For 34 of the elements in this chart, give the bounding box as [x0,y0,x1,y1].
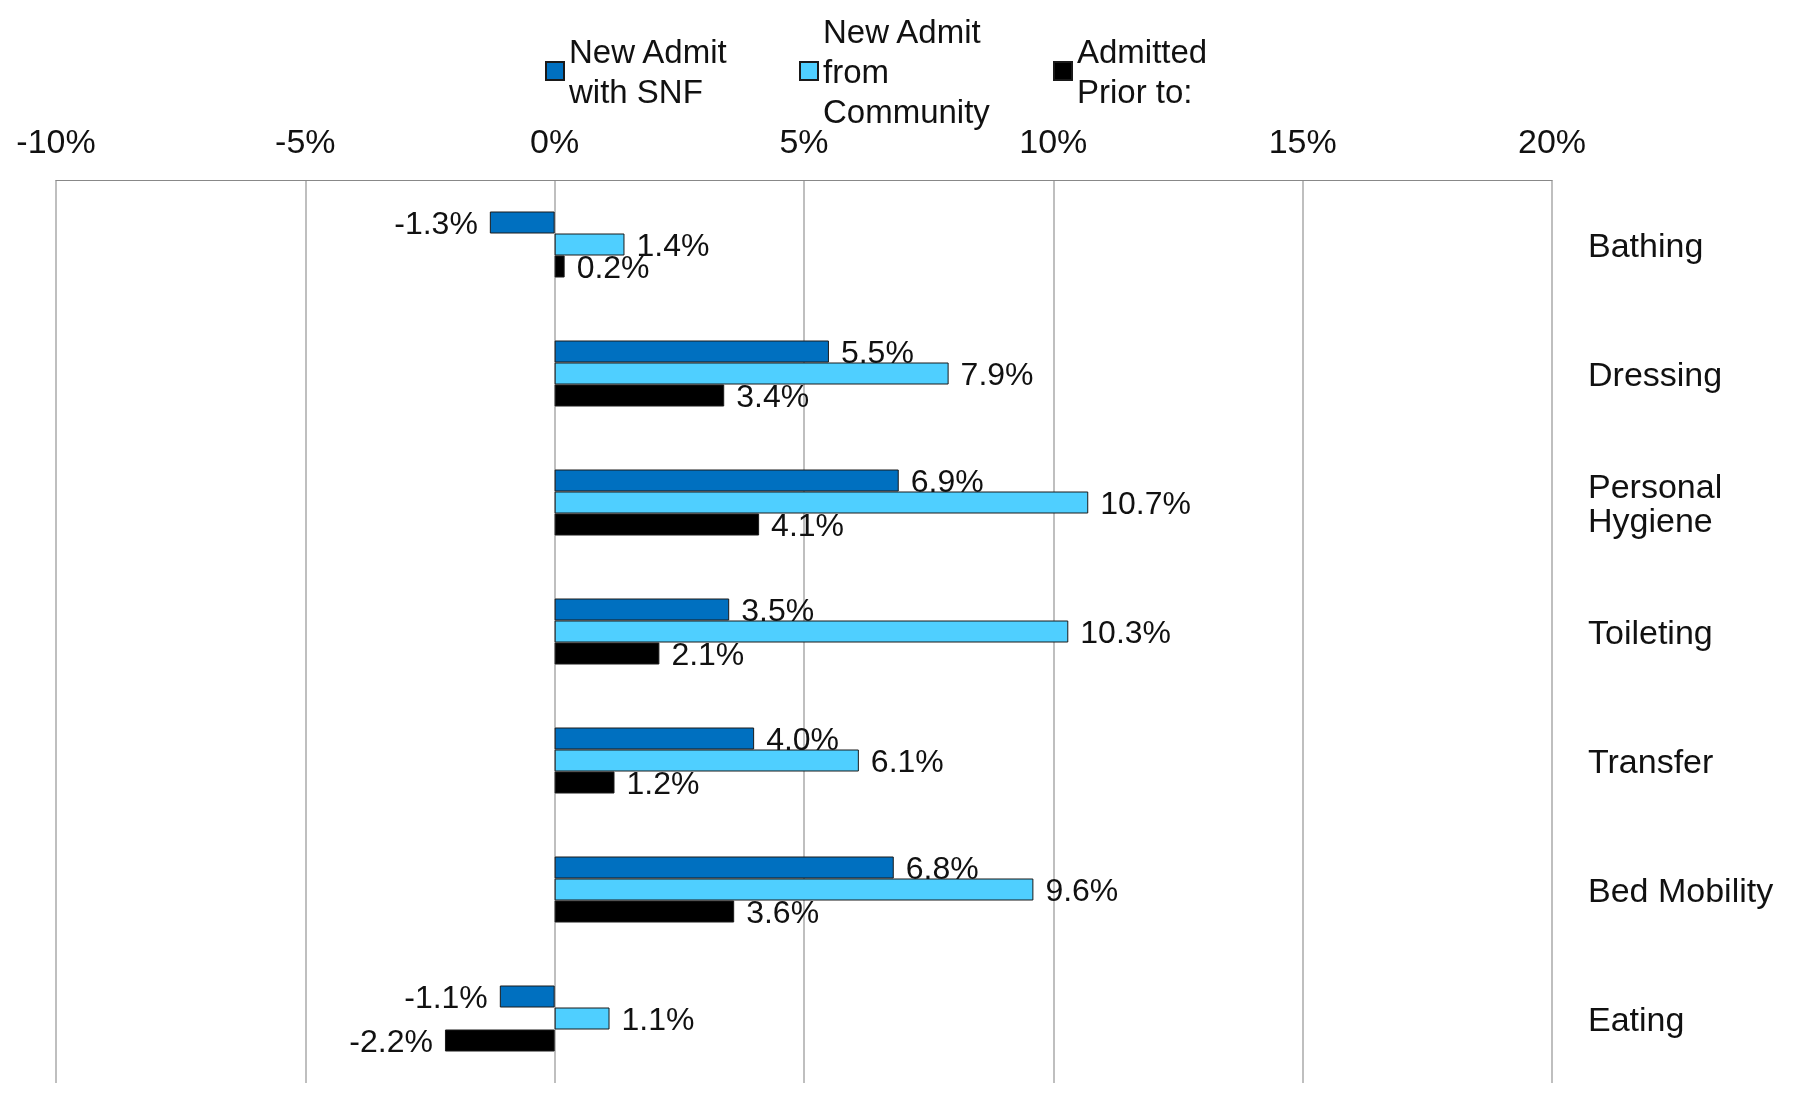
x-tick-label: -10% [16,122,96,160]
data-label: 1.1% [621,1000,695,1037]
data-label: 3.5% [741,591,815,628]
data-label: 1.2% [626,764,700,801]
data-label: 10.3% [1080,613,1172,650]
data-label: 6.8% [905,849,979,886]
y-tick-label: Personal Hygiene [1588,466,1732,539]
x-tick-label: 0% [530,122,580,160]
data-label: 4.0% [766,720,840,757]
data-label: 3.6% [746,893,820,930]
data-label: -1.3% [394,204,478,241]
y-tick-label: Bed Mobility [1588,870,1774,909]
x-tick-label: -5% [275,122,336,160]
x-tick-label: 15% [1268,122,1337,160]
data-label: 10.7% [1100,484,1191,521]
x-tick-label: 20% [1517,122,1587,160]
data-label: 5.5% [840,333,914,370]
data-label: 4.1% [771,506,845,543]
x-tick-label: 10% [1019,122,1088,160]
y-tick-label: Transfer [1588,741,1714,780]
data-label: 3.4% [736,377,810,414]
y-tick-label: Bathing [1588,225,1704,264]
y-tick-label: Eating [1588,999,1685,1038]
y-tick-label: Dressing [1588,354,1723,393]
y-tick-label: Toileting [1588,612,1713,651]
data-label: -2.2% [349,1022,433,1059]
data-label: 6.1% [870,742,944,779]
data-label: 6.9% [910,462,984,499]
legend-label: New Admit with SNF [568,32,736,110]
data-label: 2.1% [671,635,745,672]
data-label: -1.1% [404,978,488,1015]
legend-label: Admitted Prior to: [1077,32,1217,110]
data-label: 9.6% [1045,871,1119,908]
data-label: 7.9% [960,355,1034,392]
